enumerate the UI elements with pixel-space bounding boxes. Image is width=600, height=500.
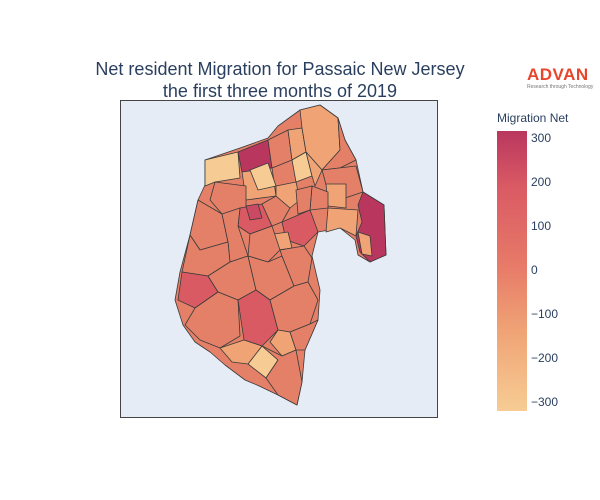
region-central-4[interactable]: [261, 195, 291, 227]
region-east-1[interactable]: [325, 207, 359, 237]
region-northwest[interactable]: [204, 151, 241, 187]
region-central-7[interactable]: [295, 185, 313, 215]
colorbar-tick-300: 300: [531, 131, 552, 145]
colorbar-tick-0: 0: [531, 263, 538, 277]
colorbar-tick-minus-200: −200: [531, 351, 559, 365]
logo-wordmark: ADVAN: [527, 65, 589, 84]
region-south-9[interactable]: [261, 345, 303, 406]
colorbar-tick-minus-300: −300: [531, 395, 559, 409]
region-south-8[interactable]: [219, 339, 263, 365]
region-central-3[interactable]: [245, 203, 263, 221]
region-south-2[interactable]: [279, 245, 313, 287]
region-east-inner[interactable]: [357, 231, 373, 257]
region-southeast-1[interactable]: [289, 319, 319, 351]
chart-title: Net resident Migration for Passaic New J…: [0, 58, 560, 102]
region-south-3[interactable]: [184, 291, 241, 349]
colorbar-tick-minus-100: −100: [531, 307, 559, 321]
region-central-5[interactable]: [275, 181, 301, 209]
chart-title-line-1: Net resident Migration for Passaic New J…: [95, 59, 465, 79]
region-central-9[interactable]: [247, 225, 281, 263]
colorbar-gradient: [497, 131, 527, 411]
colorbar-title: Migration Net: [497, 111, 569, 125]
colorbar-tick-200: 200: [531, 175, 552, 189]
advan-logo: ADVAN Research through Technology: [527, 65, 597, 91]
region-north-7[interactable]: [305, 151, 323, 187]
logo-tagline: Research through Technology: [527, 84, 594, 90]
chart-title-line-2: the first three months of 2019: [162, 81, 398, 101]
region-northeast-3[interactable]: [325, 183, 347, 209]
colorbar-tick-100: 100: [531, 219, 552, 233]
